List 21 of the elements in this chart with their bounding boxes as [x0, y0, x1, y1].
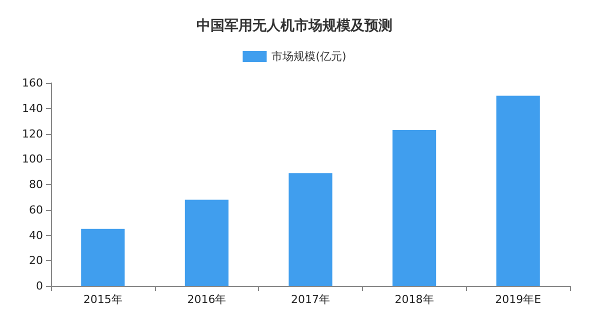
bar: [496, 96, 540, 286]
y-tick-label: 120: [22, 127, 43, 140]
legend-label: 市场规模(亿元): [272, 50, 346, 63]
y-tick-label: 20: [29, 254, 43, 268]
y-tick-label: 60: [29, 203, 43, 216]
y-tick-label: 40: [29, 228, 43, 242]
x-tick-label: 2017年: [291, 293, 330, 306]
y-tick-label: 100: [22, 152, 43, 166]
y-tick-label: 0: [36, 280, 43, 292]
chart-title: 中国军用无人机市场规模及预测: [196, 17, 392, 34]
bar: [81, 228, 125, 286]
bar: [288, 173, 332, 286]
x-tick-label: 2015年: [83, 293, 122, 306]
y-tick-label: 160: [22, 76, 43, 90]
x-tick-label: 2016年: [187, 293, 226, 306]
x-tick-label: 2018年: [394, 293, 434, 306]
bar: [184, 200, 228, 286]
y-tick-label: 80: [29, 178, 43, 191]
bar: [392, 130, 436, 286]
y-tick-label: 140: [22, 102, 43, 115]
x-tick-label: 2019年E: [495, 293, 542, 306]
